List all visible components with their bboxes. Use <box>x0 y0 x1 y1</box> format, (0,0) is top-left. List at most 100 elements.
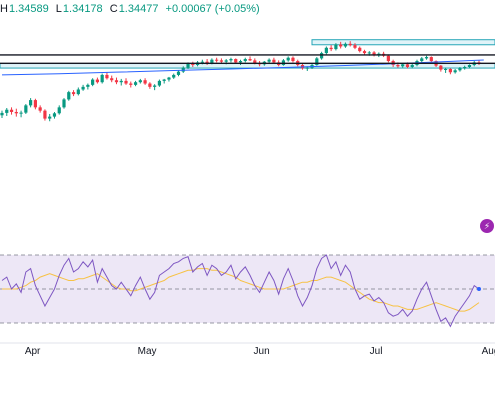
candle-body <box>43 110 47 119</box>
moving-average-line <box>1 59 484 76</box>
candle-body <box>167 77 171 80</box>
candle-body <box>172 74 176 78</box>
candle-body <box>424 57 429 59</box>
candle-body <box>444 68 448 70</box>
candle-body <box>100 74 104 83</box>
candle-body <box>329 47 333 50</box>
x-tick-label: Jun <box>254 346 270 357</box>
candle-body <box>339 44 343 47</box>
rsi-last-point <box>477 287 481 291</box>
candle-body <box>305 67 309 69</box>
candle-body <box>52 113 57 117</box>
candle-body <box>124 80 128 84</box>
candle-body <box>215 59 219 61</box>
ohlc-legend: H1.34589 L1.34178 C1.34477 +0.00067 (+0.… <box>0 3 264 15</box>
low-label: L <box>55 3 62 15</box>
candle-body <box>248 59 252 61</box>
candle-body <box>272 59 276 63</box>
candle-body <box>291 57 295 62</box>
candle-body <box>24 105 28 113</box>
close-value: 1.34477 <box>118 3 159 15</box>
x-tick-label: May <box>138 346 157 357</box>
candle-body <box>458 68 462 71</box>
candle-body <box>5 109 9 113</box>
candle-body <box>91 79 95 85</box>
candle-body <box>157 80 162 86</box>
candle-body <box>186 63 190 68</box>
candle-body <box>105 74 109 79</box>
candle-body <box>86 84 90 87</box>
candle-body <box>467 65 472 67</box>
rsi-line <box>1 254 480 328</box>
candle-body <box>343 43 348 47</box>
candle-body <box>76 89 80 95</box>
candle-body <box>133 82 138 85</box>
lightning-icon[interactable]: ⚡ <box>480 219 494 233</box>
candle-body <box>396 65 400 67</box>
candle-body <box>14 111 18 114</box>
rsi-ma-line <box>2 268 480 312</box>
candle-body <box>243 59 247 62</box>
candle-body <box>229 59 233 61</box>
candle-body <box>129 83 133 85</box>
candle-body <box>367 52 371 54</box>
candle-body <box>324 47 328 54</box>
candle-body <box>148 83 152 87</box>
candle-body <box>372 52 376 55</box>
candle-body <box>463 66 467 69</box>
candle-body <box>315 58 319 65</box>
candle-body <box>19 112 23 114</box>
change-value: +0.00067 (+0.05%) <box>165 3 260 15</box>
candle-body <box>439 65 443 70</box>
x-axis: Apr May Jun Jul Aug <box>0 342 495 357</box>
candle-body <box>110 78 114 81</box>
candle-body <box>0 112 4 116</box>
candle-body <box>286 57 290 61</box>
candle-body <box>38 107 42 111</box>
candle-body <box>33 100 37 108</box>
candle-body <box>9 109 14 112</box>
candle-body <box>210 59 214 64</box>
candle-body <box>71 92 76 95</box>
candle-body <box>358 47 362 52</box>
rsi-panel <box>0 254 495 328</box>
candle-body <box>348 43 352 46</box>
candle-body <box>162 79 166 81</box>
price-zone <box>0 63 495 69</box>
candle-body <box>234 59 238 63</box>
candle-body <box>420 58 424 62</box>
candle-body <box>219 60 224 62</box>
candle-body <box>62 99 66 108</box>
horizontal-levels <box>0 54 495 64</box>
candlestick-series <box>0 41 481 122</box>
candle-body <box>319 53 324 59</box>
high-label: H <box>0 3 8 15</box>
candle-body <box>114 80 119 83</box>
candle-body <box>153 85 157 87</box>
candle-body <box>48 116 52 119</box>
candle-body <box>200 61 204 63</box>
candle-body <box>362 51 367 54</box>
high-value: 1.34589 <box>8 3 49 15</box>
candle-body <box>67 92 71 100</box>
candle-body <box>29 100 33 106</box>
candle-body <box>429 57 433 62</box>
candle-body <box>138 80 142 83</box>
candle-body <box>191 63 195 65</box>
low-value: 1.34178 <box>62 3 103 15</box>
candle-body <box>401 64 405 67</box>
candle-body <box>253 60 257 64</box>
candle-body <box>453 70 457 73</box>
candle-body <box>57 107 61 114</box>
candle-body <box>95 79 99 83</box>
candle-body <box>353 45 357 48</box>
candle-body <box>176 71 181 75</box>
price-zone <box>311 39 495 46</box>
candle-body <box>224 60 228 62</box>
x-tick-label: Jul <box>370 346 383 357</box>
candle-body <box>267 59 271 62</box>
candle-body <box>143 80 147 84</box>
x-tick-label: Apr <box>25 346 41 357</box>
candle-body <box>448 68 452 73</box>
